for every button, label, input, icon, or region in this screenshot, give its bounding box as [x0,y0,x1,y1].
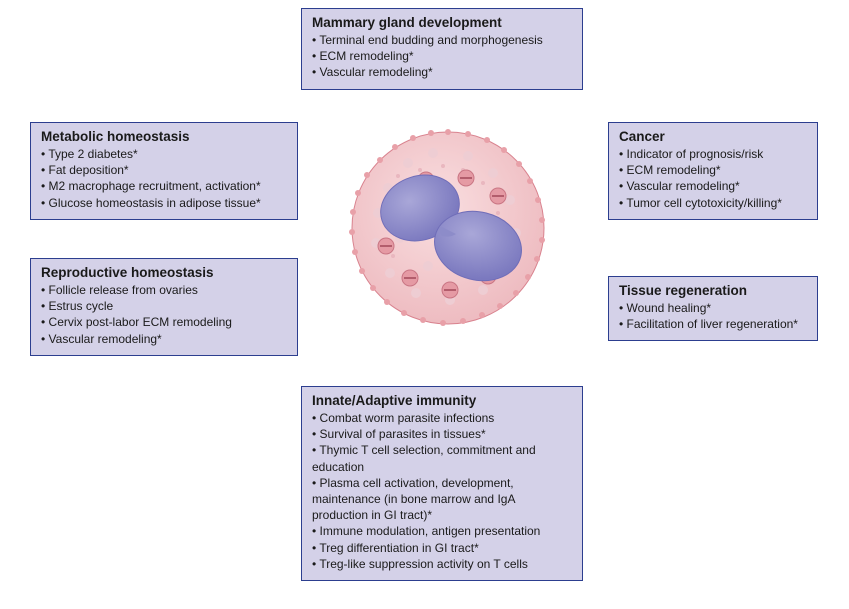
box-title: Mammary gland development [312,15,572,30]
box-title: Tissue regeneration [619,283,807,298]
list-item: Survival of parasites in tissues* [312,426,572,442]
list-item: Treg-like suppression activity on T cell… [312,556,572,572]
box-reproductive: Reproductive homeostasis Follicle releas… [30,258,298,356]
list-item: Treg differentiation in GI tract* [312,540,572,556]
list-item: Cervix post-labor ECM remodeling [41,314,287,330]
list-item: Combat worm parasite infections [312,410,572,426]
box-mammary: Mammary gland development Terminal end b… [301,8,583,90]
list-item: Fat deposition* [41,162,287,178]
list-item: Terminal end budding and morphogenesis [312,32,572,48]
list-item: ECM remodeling* [312,48,572,64]
box-title: Metabolic homeostasis [41,129,287,144]
list-item: Indicator of prognosis/risk [619,146,807,162]
list-item: Vascular remodeling* [619,178,807,194]
list-item: Type 2 diabetes* [41,146,287,162]
box-list: Indicator of prognosis/risk ECM remodeli… [619,146,807,211]
list-item: Tumor cell cytotoxicity/killing* [619,195,807,211]
box-list: Wound healing* Facilitation of liver reg… [619,300,807,332]
box-innate: Innate/Adaptive immunity Combat worm par… [301,386,583,581]
list-item: ECM remodeling* [619,162,807,178]
box-title: Cancer [619,129,807,144]
box-title: Innate/Adaptive immunity [312,393,572,408]
box-tissue: Tissue regeneration Wound healing* Facil… [608,276,818,341]
list-item: M2 macrophage recruitment, activation* [41,178,287,194]
box-title: Reproductive homeostasis [41,265,287,280]
box-list: Combat worm parasite infections Survival… [312,410,572,572]
list-item: Vascular remodeling* [312,64,572,80]
list-item: Wound healing* [619,300,807,316]
list-item: Plasma cell activation, development, mai… [312,475,572,524]
box-list: Terminal end budding and morphogenesis E… [312,32,572,81]
box-list: Type 2 diabetes* Fat deposition* M2 macr… [41,146,287,211]
list-item: Estrus cycle [41,298,287,314]
list-item: Vascular remodeling* [41,331,287,347]
box-list: Follicle release from ovaries Estrus cyc… [41,282,287,347]
cell-illustration [338,118,558,338]
list-item: Follicle release from ovaries [41,282,287,298]
list-item: Immune modulation, antigen presentation [312,523,572,539]
list-item: Thymic T cell selection, commitment and … [312,442,572,474]
list-item: Glucose homeostasis in adipose tissue* [41,195,287,211]
box-cancer: Cancer Indicator of prognosis/risk ECM r… [608,122,818,220]
list-item: Facilitation of liver regeneration* [619,316,807,332]
box-metabolic: Metabolic homeostasis Type 2 diabetes* F… [30,122,298,220]
